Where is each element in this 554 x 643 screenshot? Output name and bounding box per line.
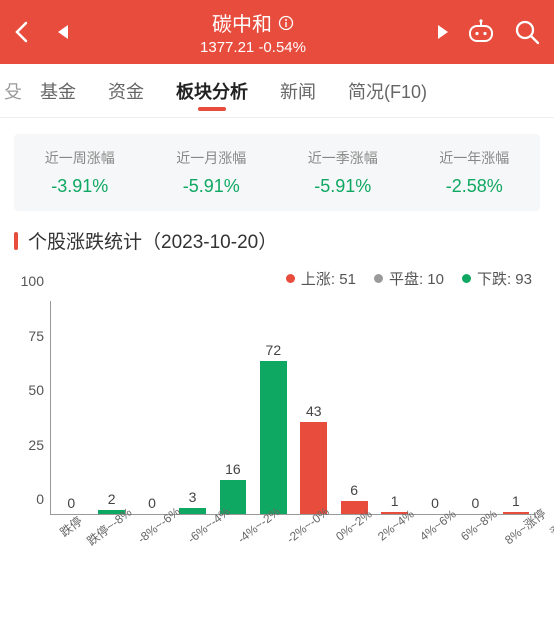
x-axis: 跌停跌停~-8%-8%~-6%-6%~-4%-4%~-2%-2%~-0%0%~2…	[50, 515, 536, 557]
legend-item-0: 上涨: 51	[286, 268, 356, 289]
y-tick: 100	[21, 273, 44, 289]
change-percent: -0.54%	[258, 39, 306, 56]
bar-col-2: 0	[132, 301, 172, 514]
y-tick: 25	[28, 437, 44, 453]
bar-col-3: 3	[172, 301, 212, 514]
bar-col-11: 1	[496, 301, 536, 514]
stat-value: -3.91%	[14, 176, 146, 197]
legend-label: 平盘: 10	[389, 268, 444, 289]
legend-label: 下跌: 93	[477, 268, 532, 289]
legend-item-1: 平盘: 10	[374, 268, 444, 289]
bar-col-4: 16	[213, 301, 253, 514]
next-button[interactable]	[420, 24, 466, 40]
assistant-button[interactable]	[466, 19, 496, 45]
tab-clipped[interactable]: 殳	[4, 64, 24, 117]
bar-col-1: 2	[91, 301, 131, 514]
header-center: 碳中和 1377.21 -0.54%	[86, 8, 420, 56]
bar-col-7: 6	[334, 301, 374, 514]
period-stat-3: 近一年涨幅 -2.58%	[409, 148, 541, 197]
period-stat-0: 近一周涨幅 -3.91%	[14, 148, 146, 197]
prev-button[interactable]	[40, 24, 86, 40]
index-value: 1377.21	[200, 39, 254, 56]
bar-rect	[260, 361, 287, 514]
bar-col-10: 0	[455, 301, 495, 514]
tab-3[interactable]: 新闻	[264, 64, 332, 117]
bar-value-label: 6	[350, 482, 358, 498]
back-button[interactable]	[14, 21, 40, 43]
triangle-right-icon	[436, 24, 450, 40]
bar-value-label: 16	[225, 461, 241, 477]
search-icon	[514, 19, 540, 45]
bars-group: 020316724361001	[51, 301, 536, 514]
stat-label: 近一季涨幅	[277, 148, 409, 168]
bar-value-label: 3	[189, 489, 197, 505]
y-tick: 75	[28, 328, 44, 344]
bar-value-label: 72	[266, 342, 282, 358]
tab-1[interactable]: 资金	[92, 64, 160, 117]
chevron-left-icon	[14, 21, 28, 43]
bar-value-label: 0	[148, 495, 156, 511]
distribution-chart: 0255075100 020316724361001 跌停跌停~-8%-8%~-…	[14, 297, 540, 557]
legend-item-2: 下跌: 93	[462, 268, 532, 289]
triangle-left-icon	[56, 24, 70, 40]
search-button[interactable]	[514, 19, 540, 45]
chart-container: 0255075100 020316724361001 跌停跌停~-8%-8%~-…	[0, 297, 554, 567]
legend-label: 上涨: 51	[301, 268, 356, 289]
period-stats-card: 近一周涨幅-3.91%近一月涨幅-5.91%近一季涨幅-5.91%近一年涨幅-2…	[14, 134, 540, 211]
section-title-text: 个股涨跌统计	[28, 227, 142, 254]
robot-icon	[466, 19, 496, 45]
bar-value-label: 43	[306, 403, 322, 419]
plot-area: 020316724361001	[50, 301, 536, 515]
app-header: 碳中和 1377.21 -0.54%	[0, 0, 554, 64]
stat-value: -5.91%	[146, 176, 278, 197]
tab-bar: 殳 基金资金板块分析新闻简况(F10)	[0, 64, 554, 118]
stat-label: 近一月涨幅	[146, 148, 278, 168]
tab-0[interactable]: 基金	[24, 64, 92, 117]
bar-col-9: 0	[415, 301, 455, 514]
bar-value-label: 1	[512, 493, 520, 509]
stat-label: 近一周涨幅	[14, 148, 146, 168]
bar-col-5: 72	[253, 301, 293, 514]
legend-dot	[286, 274, 295, 283]
info-icon[interactable]	[278, 15, 294, 31]
section-title: 个股涨跌统计 （2023-10-20）	[14, 227, 540, 254]
tab-2[interactable]: 板块分析	[160, 64, 264, 117]
stat-value: -5.91%	[277, 176, 409, 197]
stat-value: -2.58%	[409, 176, 541, 197]
period-stat-1: 近一月涨幅 -5.91%	[146, 148, 278, 197]
stat-label: 近一年涨幅	[409, 148, 541, 168]
chart-legend: 上涨: 51 平盘: 10 下跌: 93	[0, 268, 554, 297]
bar-col-0: 0	[51, 301, 91, 514]
bar-col-6: 43	[294, 301, 334, 514]
legend-dot	[374, 274, 383, 283]
tab-4[interactable]: 简况(F10)	[332, 64, 443, 117]
bar-col-8: 1	[374, 301, 414, 514]
period-stat-2: 近一季涨幅 -5.91%	[277, 148, 409, 197]
legend-dot	[462, 274, 471, 283]
accent-bar	[14, 232, 18, 250]
bar-rect	[300, 422, 327, 514]
y-tick: 50	[28, 382, 44, 398]
section-date: （2023-10-20）	[142, 227, 277, 254]
y-tick: 0	[36, 491, 44, 507]
y-axis: 0255075100	[14, 297, 50, 515]
stock-title: 碳中和	[212, 8, 272, 37]
